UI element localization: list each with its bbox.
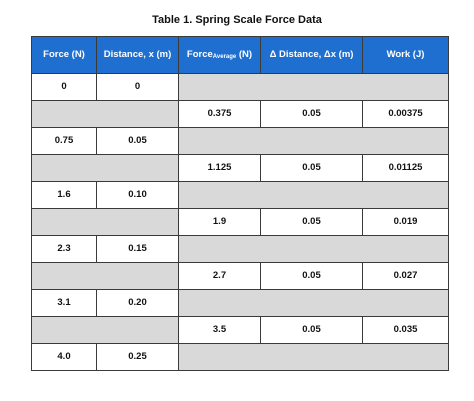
work-cell: 0.019 (362, 208, 449, 236)
table-row: 0 0 (31, 73, 449, 101)
delta-distance-cell: 0.05 (260, 316, 363, 344)
force-cell: 0.75 (31, 127, 97, 155)
table-row: 2.7 0.05 0.027 (31, 262, 449, 290)
force-average-cell: 2.7 (178, 262, 261, 290)
force-cell: 1.6 (31, 181, 97, 209)
force-average-cell: 1.125 (178, 154, 261, 182)
table-caption: Table 1. Spring Scale Force Data (152, 14, 322, 26)
empty-shaded-cell (31, 154, 179, 182)
distance-cell: 0.15 (96, 235, 179, 263)
empty-shaded-cell (31, 262, 179, 290)
work-cell: 0.027 (362, 262, 449, 290)
header-force-average-unit: (N) (236, 48, 253, 60)
table-row: 3.1 0.20 (31, 289, 449, 317)
header-force-average-main: Force (186, 48, 213, 60)
empty-shaded-cell (178, 181, 449, 209)
table-row: 0.375 0.05 0.00375 (31, 100, 449, 128)
distance-cell: 0.05 (96, 127, 179, 155)
table-row: 1.9 0.05 0.019 (31, 208, 449, 236)
spring-scale-force-table: Force (N) Distance, x (m) ForceAverage (… (31, 36, 449, 371)
force-cell: 0 (31, 73, 97, 101)
empty-shaded-cell (178, 343, 449, 371)
header-delta-distance: Δ Distance, Δx (m) (260, 36, 363, 74)
empty-shaded-cell (31, 208, 179, 236)
header-force-average: ForceAverage (N) (178, 36, 261, 74)
table-row: 3.5 0.05 0.035 (31, 316, 449, 344)
table-row: 1.125 0.05 0.01125 (31, 154, 449, 182)
empty-shaded-cell (178, 73, 449, 101)
force-average-cell: 0.375 (178, 100, 261, 128)
distance-cell: 0.25 (96, 343, 179, 371)
work-cell: 0.01125 (362, 154, 449, 182)
header-force: Force (N) (31, 36, 97, 74)
empty-shaded-cell (31, 316, 179, 344)
empty-shaded-cell (178, 127, 449, 155)
table-row: 4.0 0.25 (31, 343, 449, 371)
empty-shaded-cell (31, 100, 179, 128)
work-cell: 0.035 (362, 316, 449, 344)
table-row: 0.75 0.05 (31, 127, 449, 155)
table-row: 1.6 0.10 (31, 181, 449, 209)
delta-distance-cell: 0.05 (260, 154, 363, 182)
distance-cell: 0 (96, 73, 179, 101)
delta-distance-cell: 0.05 (260, 262, 363, 290)
empty-shaded-cell (178, 235, 449, 263)
header-force-average-subscript: Average (212, 53, 237, 60)
distance-cell: 0.10 (96, 181, 179, 209)
header-row: Force (N) Distance, x (m) ForceAverage (… (31, 36, 449, 74)
work-cell: 0.00375 (362, 100, 449, 128)
force-cell: 3.1 (31, 289, 97, 317)
distance-cell: 0.20 (96, 289, 179, 317)
force-average-cell: 3.5 (178, 316, 261, 344)
delta-distance-cell: 0.05 (260, 208, 363, 236)
delta-distance-cell: 0.05 (260, 100, 363, 128)
force-average-cell: 1.9 (178, 208, 261, 236)
force-cell: 2.3 (31, 235, 97, 263)
header-work: Work (J) (362, 36, 449, 74)
table-row: 2.3 0.15 (31, 235, 449, 263)
header-distance: Distance, x (m) (96, 36, 179, 74)
force-cell: 4.0 (31, 343, 97, 371)
empty-shaded-cell (178, 289, 449, 317)
